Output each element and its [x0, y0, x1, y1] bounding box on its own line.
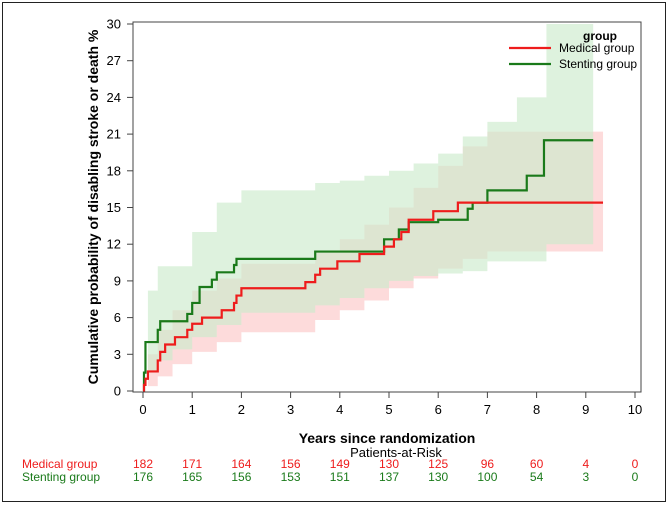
legend-label-stenting: Stenting group: [559, 57, 637, 71]
risk-row-label: Stenting group: [22, 470, 100, 484]
x-tick-label: 0: [139, 402, 146, 417]
y-tick-label: 15: [107, 200, 121, 215]
legend-title: group: [583, 29, 617, 43]
risk-value: 3: [582, 470, 589, 484]
risk-value: 151: [330, 470, 350, 484]
risk-value: 156: [281, 457, 301, 471]
x-tick-label: 9: [582, 402, 589, 417]
confidence-bands: [143, 24, 604, 392]
risk-value: 164: [231, 457, 251, 471]
series-lines: [142, 139, 604, 393]
x-tick-label: 10: [628, 402, 642, 417]
x-tick-label: 3: [287, 402, 294, 417]
risk-value: 60: [530, 457, 544, 471]
ci-band-stenting: [143, 24, 594, 391]
y-tick-label: 12: [107, 237, 121, 252]
series-line-stenting: [142, 139, 594, 393]
risk-value: 165: [182, 470, 202, 484]
risk-row-label: Medical group: [22, 457, 98, 471]
risk-value: 96: [481, 457, 495, 471]
x-tick-label: 2: [238, 402, 245, 417]
risk-value: 176: [133, 470, 153, 484]
risk-value: 130: [379, 457, 399, 471]
risk-value: 130: [428, 470, 448, 484]
risk-value: 153: [281, 470, 301, 484]
y-tick-label: 3: [114, 347, 121, 362]
risk-value: 0: [632, 470, 639, 484]
x-tick-label: 1: [189, 402, 196, 417]
risk-value: 4: [582, 457, 589, 471]
risk-value: 125: [428, 457, 448, 471]
y-axis-label: Cumulative probability of disabling stro…: [85, 29, 101, 384]
risk-value: 171: [182, 457, 202, 471]
y-tick-label: 24: [107, 90, 121, 105]
risk-value: 0: [632, 457, 639, 471]
x-tick-label: 8: [533, 402, 540, 417]
risk-value: 156: [231, 470, 251, 484]
y-tick-label: 9: [114, 273, 121, 288]
x-tick-label: 7: [484, 402, 491, 417]
y-tick-label: 21: [107, 127, 121, 142]
y-tick-label: 30: [107, 17, 121, 32]
risk-value: 182: [133, 457, 153, 471]
x-tick-label: 5: [385, 402, 392, 417]
legend: group Medical group Stenting group: [509, 29, 637, 71]
x-tick-label: 6: [435, 402, 442, 417]
y-tick-label: 18: [107, 163, 121, 178]
legend-label-medical: Medical group: [559, 41, 635, 55]
y-tick-label: 0: [114, 384, 121, 399]
x-tick-label: 4: [336, 402, 343, 417]
risk-value: 137: [379, 470, 399, 484]
risk-value: 149: [330, 457, 350, 471]
risk-value: 100: [477, 470, 497, 484]
y-tick-label: 27: [107, 53, 121, 68]
y-tick-label: 6: [114, 310, 121, 325]
series-line-medical: [142, 201, 604, 393]
risk-table-title: Patients-at-Risk: [350, 445, 442, 460]
risk-value: 54: [530, 470, 544, 484]
risk-table: Medical group 182 171 164 156 149 130 125 96 60 4 0…: [22, 457, 639, 484]
x-axis-label: Years since randomization: [299, 430, 476, 446]
